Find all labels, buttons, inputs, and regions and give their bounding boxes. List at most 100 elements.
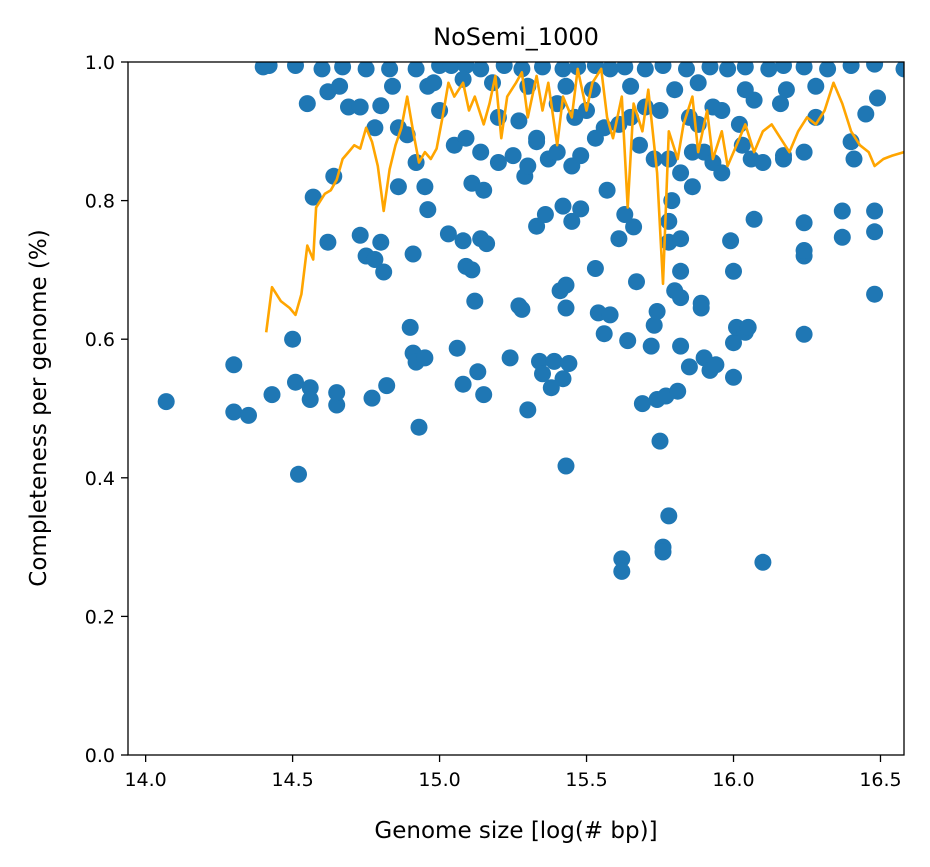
scatter-point-44 xyxy=(287,62,304,74)
scatter-point-91 xyxy=(472,143,490,161)
scatter-point-216 xyxy=(425,74,443,92)
scatter-point-163 xyxy=(519,157,537,175)
scatter-point-173 xyxy=(631,136,648,154)
scatter-point-69 xyxy=(775,62,792,74)
scatter-point-183 xyxy=(683,178,701,196)
scatter-point-197 xyxy=(869,89,886,107)
scatter-point-31 xyxy=(298,95,316,113)
scatter-point-18 xyxy=(401,318,419,336)
scatter-point-86 xyxy=(466,292,484,310)
scatter-point-154 xyxy=(795,214,813,232)
scatter-point-66 xyxy=(719,62,737,78)
scatter-point-146 xyxy=(739,318,757,336)
scatter-point-114 xyxy=(601,306,619,324)
scatter-point-28 xyxy=(419,201,437,219)
scatter-point-57 xyxy=(554,62,572,78)
scatter-point-47 xyxy=(357,62,375,78)
scatter-point-90 xyxy=(475,181,493,199)
y-tick-label-5: 1.0 xyxy=(85,52,115,74)
scatter-point-141 xyxy=(707,356,725,374)
scatter-point-45 xyxy=(313,62,331,78)
scatter-point-67 xyxy=(736,62,754,76)
scatter-point-222 xyxy=(622,77,640,95)
scatter-point-95 xyxy=(519,401,537,419)
scatter-point-43 xyxy=(260,62,278,74)
scatter-point-5 xyxy=(284,330,302,348)
scatter-point-174 xyxy=(645,150,663,168)
scatter-point-200 xyxy=(510,112,528,130)
scatter-point-74 xyxy=(895,62,904,78)
scatter-point-21 xyxy=(351,226,369,244)
scatter-point-127 xyxy=(613,562,631,580)
scatter-point-82 xyxy=(448,339,466,357)
scatter-point-79 xyxy=(463,261,481,279)
scatter-point-29 xyxy=(304,188,322,206)
scatter-point-161 xyxy=(504,147,522,165)
scatter-point-160 xyxy=(489,154,507,171)
scatter-point-34 xyxy=(340,98,357,116)
x-axis-label: Genome size [log(# bp)] xyxy=(374,818,657,844)
scatter-point-96 xyxy=(528,217,546,235)
scatter-point-172 xyxy=(616,206,634,223)
scatter-point-130 xyxy=(660,507,678,525)
scatter-point-166 xyxy=(548,143,566,161)
scatter-point-8 xyxy=(301,379,319,397)
scatter-point-186 xyxy=(713,164,731,182)
scatter-point-64 xyxy=(678,62,695,78)
scatter-point-224 xyxy=(689,74,707,92)
scatter-point-99 xyxy=(534,365,551,383)
scatter-point-108 xyxy=(554,197,572,215)
y-tick-label-4: 0.8 xyxy=(85,191,115,213)
scatter-point-121 xyxy=(645,316,663,334)
scatter-point-51 xyxy=(442,62,460,74)
scatter-point-189 xyxy=(754,154,772,171)
scatter-point-48 xyxy=(381,62,399,78)
scatter-point-83 xyxy=(454,375,472,393)
scatter-point-221 xyxy=(583,81,601,99)
scatter-point-19 xyxy=(404,245,422,263)
scatter-point-24 xyxy=(372,233,390,251)
scatter-point-55 xyxy=(513,62,531,78)
scatter-point-129 xyxy=(654,543,672,561)
scatter-point-9 xyxy=(301,391,319,408)
scatter-point-180 xyxy=(660,212,678,230)
scatter-point-170 xyxy=(598,181,616,199)
scatter-point-38 xyxy=(384,77,401,95)
scatter-point-68 xyxy=(760,62,778,78)
scatter-point-2 xyxy=(225,356,243,374)
scatter-point-63 xyxy=(654,62,672,74)
scatter-point-37 xyxy=(372,97,390,115)
scatter-point-138 xyxy=(692,299,710,317)
scatter-point-73 xyxy=(866,62,884,73)
scatter-point-153 xyxy=(795,242,813,259)
y-axis-label: Completeness per genome (%) xyxy=(26,229,52,586)
scatter-point-15 xyxy=(410,418,428,436)
scatter-point-36 xyxy=(366,119,384,137)
scatter-point-122 xyxy=(648,303,666,320)
scatter-point-118 xyxy=(628,273,645,291)
scatter-point-206 xyxy=(622,108,640,126)
scatter-point-20 xyxy=(319,233,337,251)
scatter-point-111 xyxy=(586,260,604,277)
scatter-point-155 xyxy=(833,202,851,220)
scatter-point-61 xyxy=(616,62,634,76)
scatter-point-35 xyxy=(351,98,369,116)
scatter-point-181 xyxy=(672,230,690,248)
scatter-point-147 xyxy=(722,232,740,250)
x-tick-label-2: 15.0 xyxy=(418,769,460,791)
x-tick-label-0: 14.0 xyxy=(124,769,166,791)
scatter-point-71 xyxy=(819,62,837,78)
chart-title: NoSemi_1000 xyxy=(433,23,599,51)
scatter-point-119 xyxy=(633,395,651,413)
plot-frame xyxy=(127,61,905,756)
scatter-point-211 xyxy=(713,102,731,119)
scatter-point-54 xyxy=(495,62,513,74)
scatter-point-102 xyxy=(554,370,572,388)
scatter-point-101 xyxy=(545,352,563,370)
scatter-point-70 xyxy=(795,62,813,76)
y-tick-label-2: 0.4 xyxy=(85,468,115,490)
x-tick-label-1: 14.5 xyxy=(271,769,313,791)
scatter-point-196 xyxy=(857,105,875,123)
scatter-point-225 xyxy=(736,81,754,99)
scatter-point-135 xyxy=(672,337,690,355)
